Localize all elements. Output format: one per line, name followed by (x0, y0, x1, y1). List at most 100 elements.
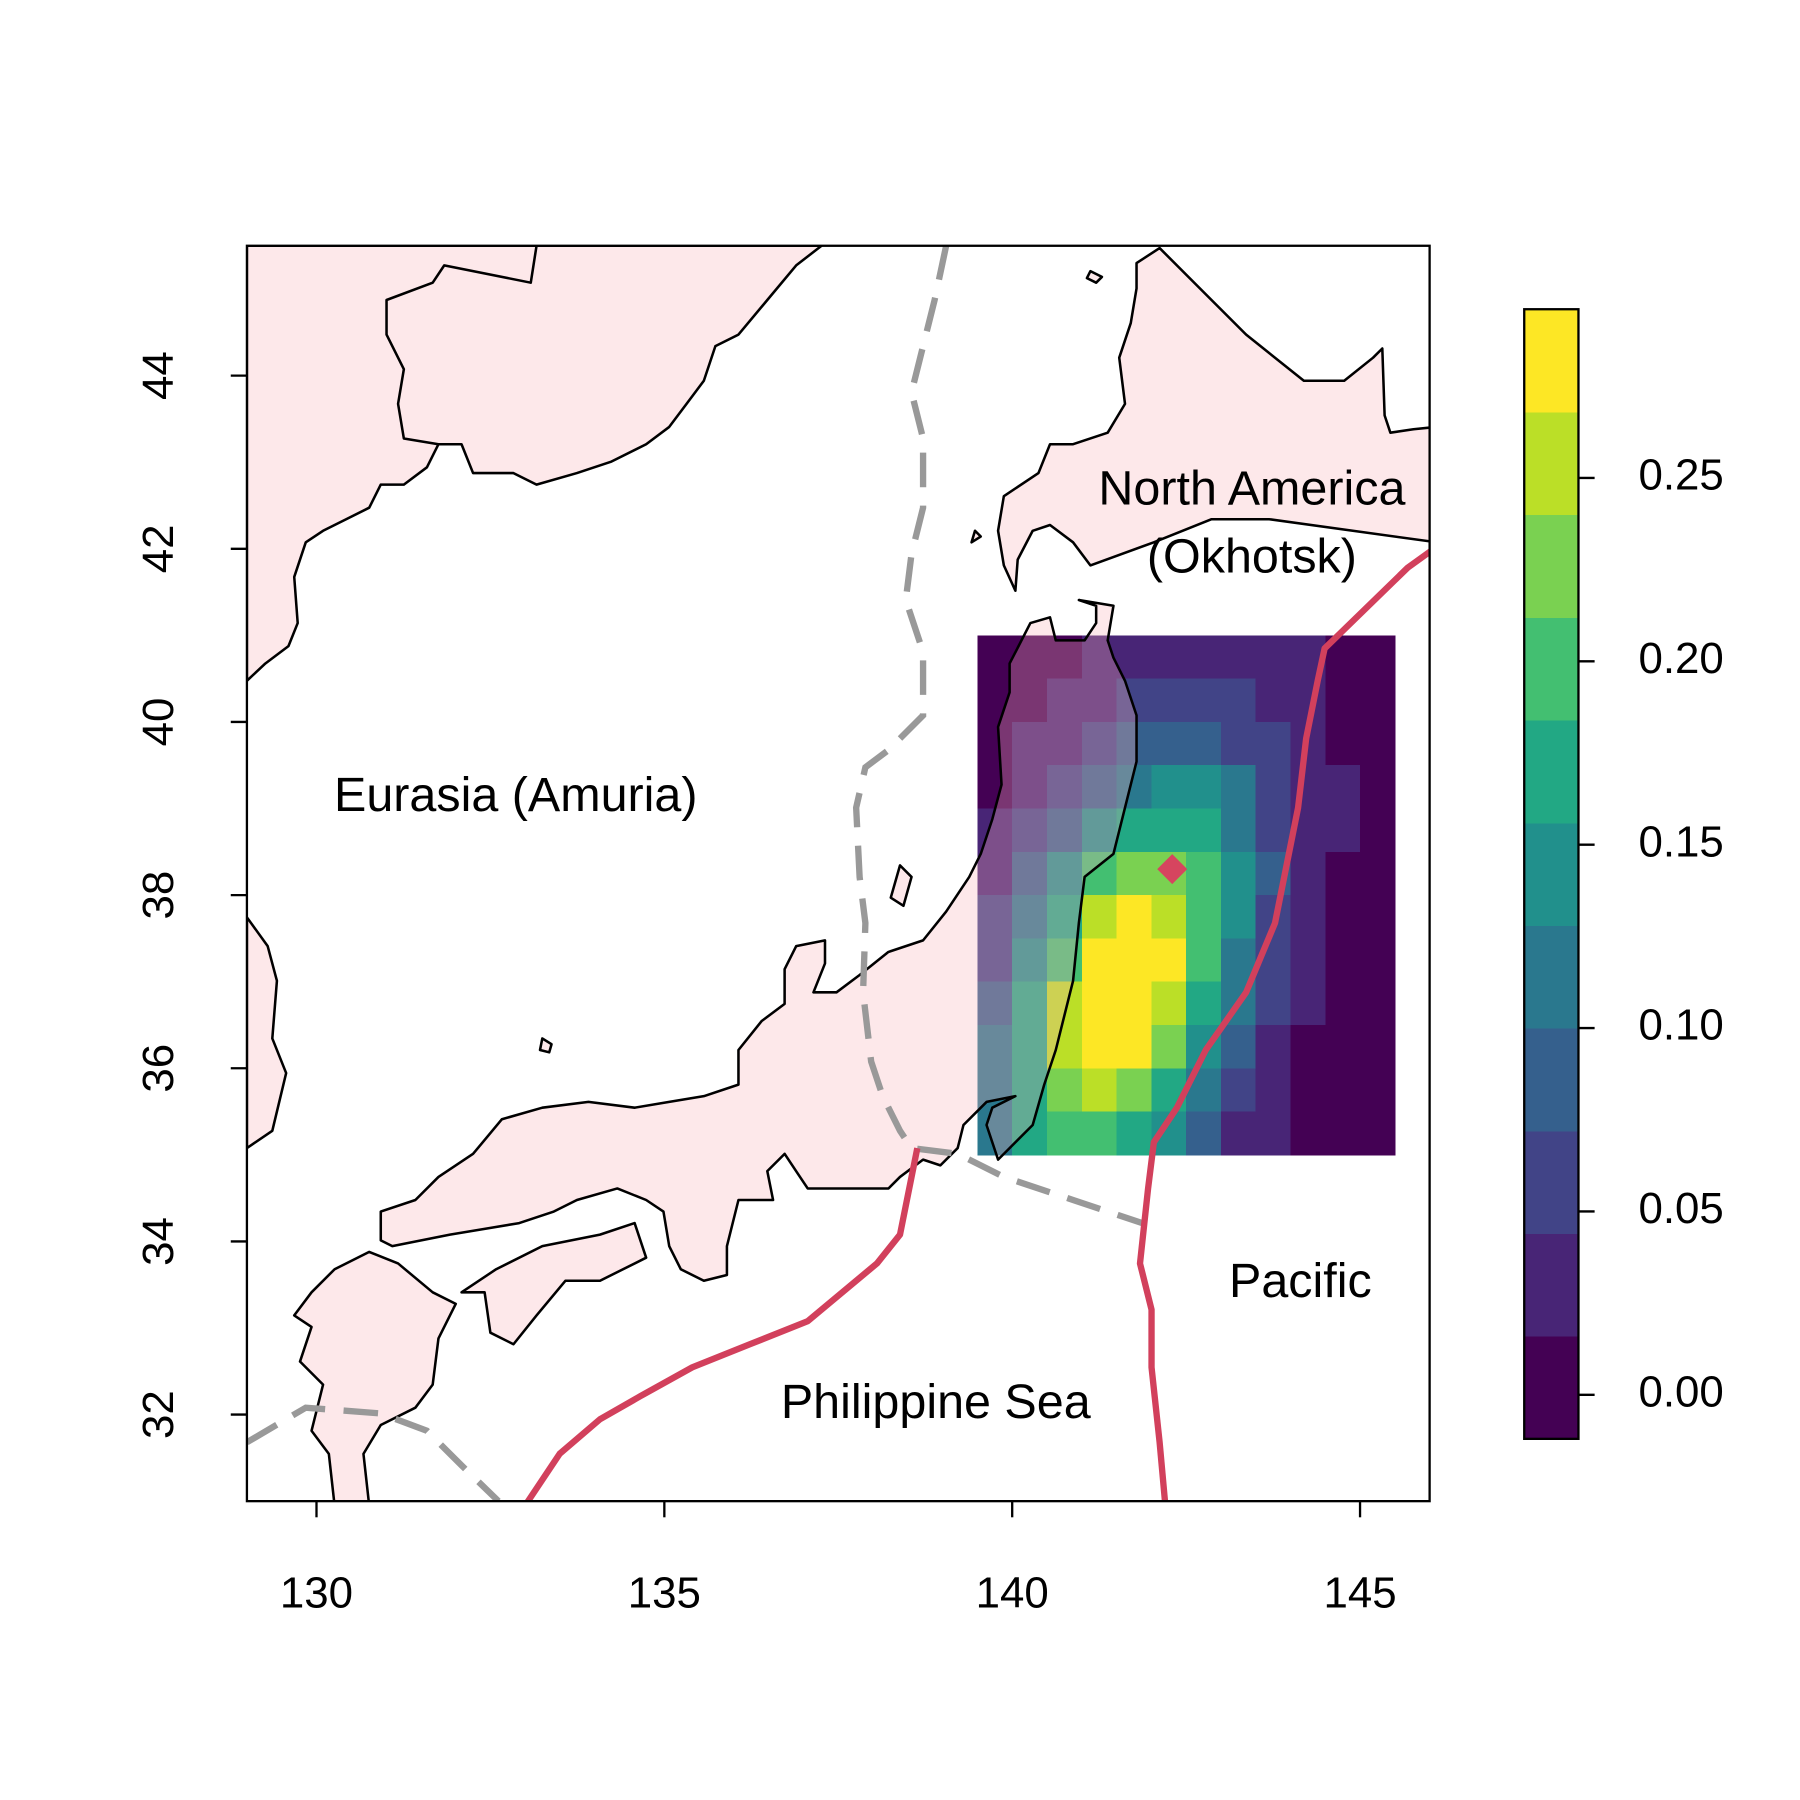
colorbar-band (1524, 719, 1579, 824)
field-cell (1186, 635, 1222, 680)
shikoku (460, 1221, 648, 1346)
colorbar-band (1524, 309, 1579, 413)
region-label: Philippine Sea (781, 1375, 1091, 1429)
field-cell (1046, 678, 1083, 723)
field-cell (1220, 1024, 1257, 1069)
field-cell (1186, 938, 1222, 983)
field-cell (1116, 1111, 1153, 1156)
field-cell (1116, 981, 1153, 1026)
field-cell (1325, 851, 1361, 896)
field-cell (1325, 938, 1361, 983)
field-cell (1290, 1024, 1326, 1069)
field-cell (1012, 678, 1048, 723)
region-label: Eurasia (Amuria) (334, 768, 698, 822)
field-cell (1255, 678, 1292, 723)
kyushu (292, 1250, 458, 1502)
field-cell (1325, 765, 1361, 810)
field-cell (1012, 721, 1048, 766)
x-tick-label: 135 (628, 1568, 701, 1617)
field-cell (1116, 1024, 1153, 1069)
field-cell (1360, 635, 1396, 680)
field-cell (1325, 1111, 1361, 1156)
field-cell (1081, 938, 1118, 983)
colorbar-band (1524, 1233, 1579, 1337)
x-tick-label: 130 (280, 1568, 353, 1617)
land (246, 245, 1430, 1502)
field-cell (1046, 1111, 1083, 1156)
field-cell (1255, 981, 1292, 1026)
field-cell (1186, 851, 1222, 896)
field-cell (1012, 1024, 1048, 1069)
plate-boundary-dashed (852, 245, 1144, 1227)
field-cell (1290, 981, 1326, 1026)
field-cell (977, 938, 1013, 983)
field-cell (1046, 721, 1083, 766)
field-cell (1220, 851, 1257, 896)
field-cell (1116, 1068, 1153, 1113)
field-cell (1081, 765, 1118, 810)
field-cell (1116, 895, 1153, 940)
field-cell (1255, 721, 1292, 766)
field-cell (1360, 851, 1396, 896)
colorbar-tick-label: 0.00 (1638, 1367, 1723, 1416)
field-cell (1046, 851, 1083, 896)
field-cell (977, 895, 1013, 940)
field-cell (1081, 678, 1118, 723)
field-cell (1325, 895, 1361, 940)
colorbar-tick-label: 0.25 (1638, 451, 1723, 500)
field-cell (1186, 895, 1222, 940)
island (970, 529, 983, 544)
colorbar-band (1524, 1028, 1579, 1132)
field-cell (1151, 808, 1187, 853)
field-cell (1012, 981, 1048, 1026)
colorbar-band (1524, 1336, 1579, 1440)
island (1085, 269, 1104, 284)
field-cell (1046, 765, 1083, 810)
colorbar-tick-label: 0.15 (1638, 817, 1723, 866)
heatmap (977, 635, 1396, 1156)
field-cell (1081, 635, 1118, 680)
field-cell (1186, 765, 1222, 810)
korea-coast (246, 916, 288, 1150)
colorbar-tick-label: 0.05 (1638, 1184, 1723, 1233)
x-tick-label: 145 (1323, 1568, 1396, 1617)
y-tick-label: 34 (134, 1217, 183, 1266)
field-cell (1116, 678, 1153, 723)
plate-boundary (1136, 547, 1430, 1502)
coast-detail (385, 245, 538, 446)
field-cell (1151, 765, 1187, 810)
y-tick-label: 40 (134, 698, 183, 747)
field-cell (1012, 635, 1048, 680)
field-cell (1116, 851, 1153, 896)
field-cell (1360, 765, 1396, 810)
field-cell (1220, 1111, 1257, 1156)
field-cell (977, 1024, 1013, 1069)
colorbar-band (1524, 1130, 1579, 1235)
field-cell (1012, 765, 1048, 810)
colorbar-frame (1523, 308, 1580, 1440)
region-label: (Okhotsk) (1147, 529, 1357, 583)
honshu (379, 598, 1138, 1283)
field-cell (1360, 938, 1396, 983)
overlay (1157, 854, 1188, 885)
field-cell (1186, 1111, 1222, 1156)
plate-boundaries (246, 245, 1430, 1502)
field-cell (1360, 981, 1396, 1026)
colorbar-tick-label: 0.20 (1638, 634, 1723, 683)
continent (246, 245, 823, 683)
field-cell (977, 765, 1013, 810)
field-cell (1081, 981, 1118, 1026)
field-cell (1116, 938, 1153, 983)
colorbar-band (1524, 925, 1579, 1029)
field-cell (1220, 721, 1257, 766)
field-cell (1220, 1068, 1257, 1113)
colorbar-band (1524, 514, 1579, 618)
field-cell (1012, 938, 1048, 983)
field-cell (1255, 1068, 1292, 1113)
field-cell (1012, 808, 1048, 853)
field-cell (1081, 808, 1118, 853)
field-cell (1360, 1024, 1396, 1069)
field-cell (1360, 808, 1396, 853)
